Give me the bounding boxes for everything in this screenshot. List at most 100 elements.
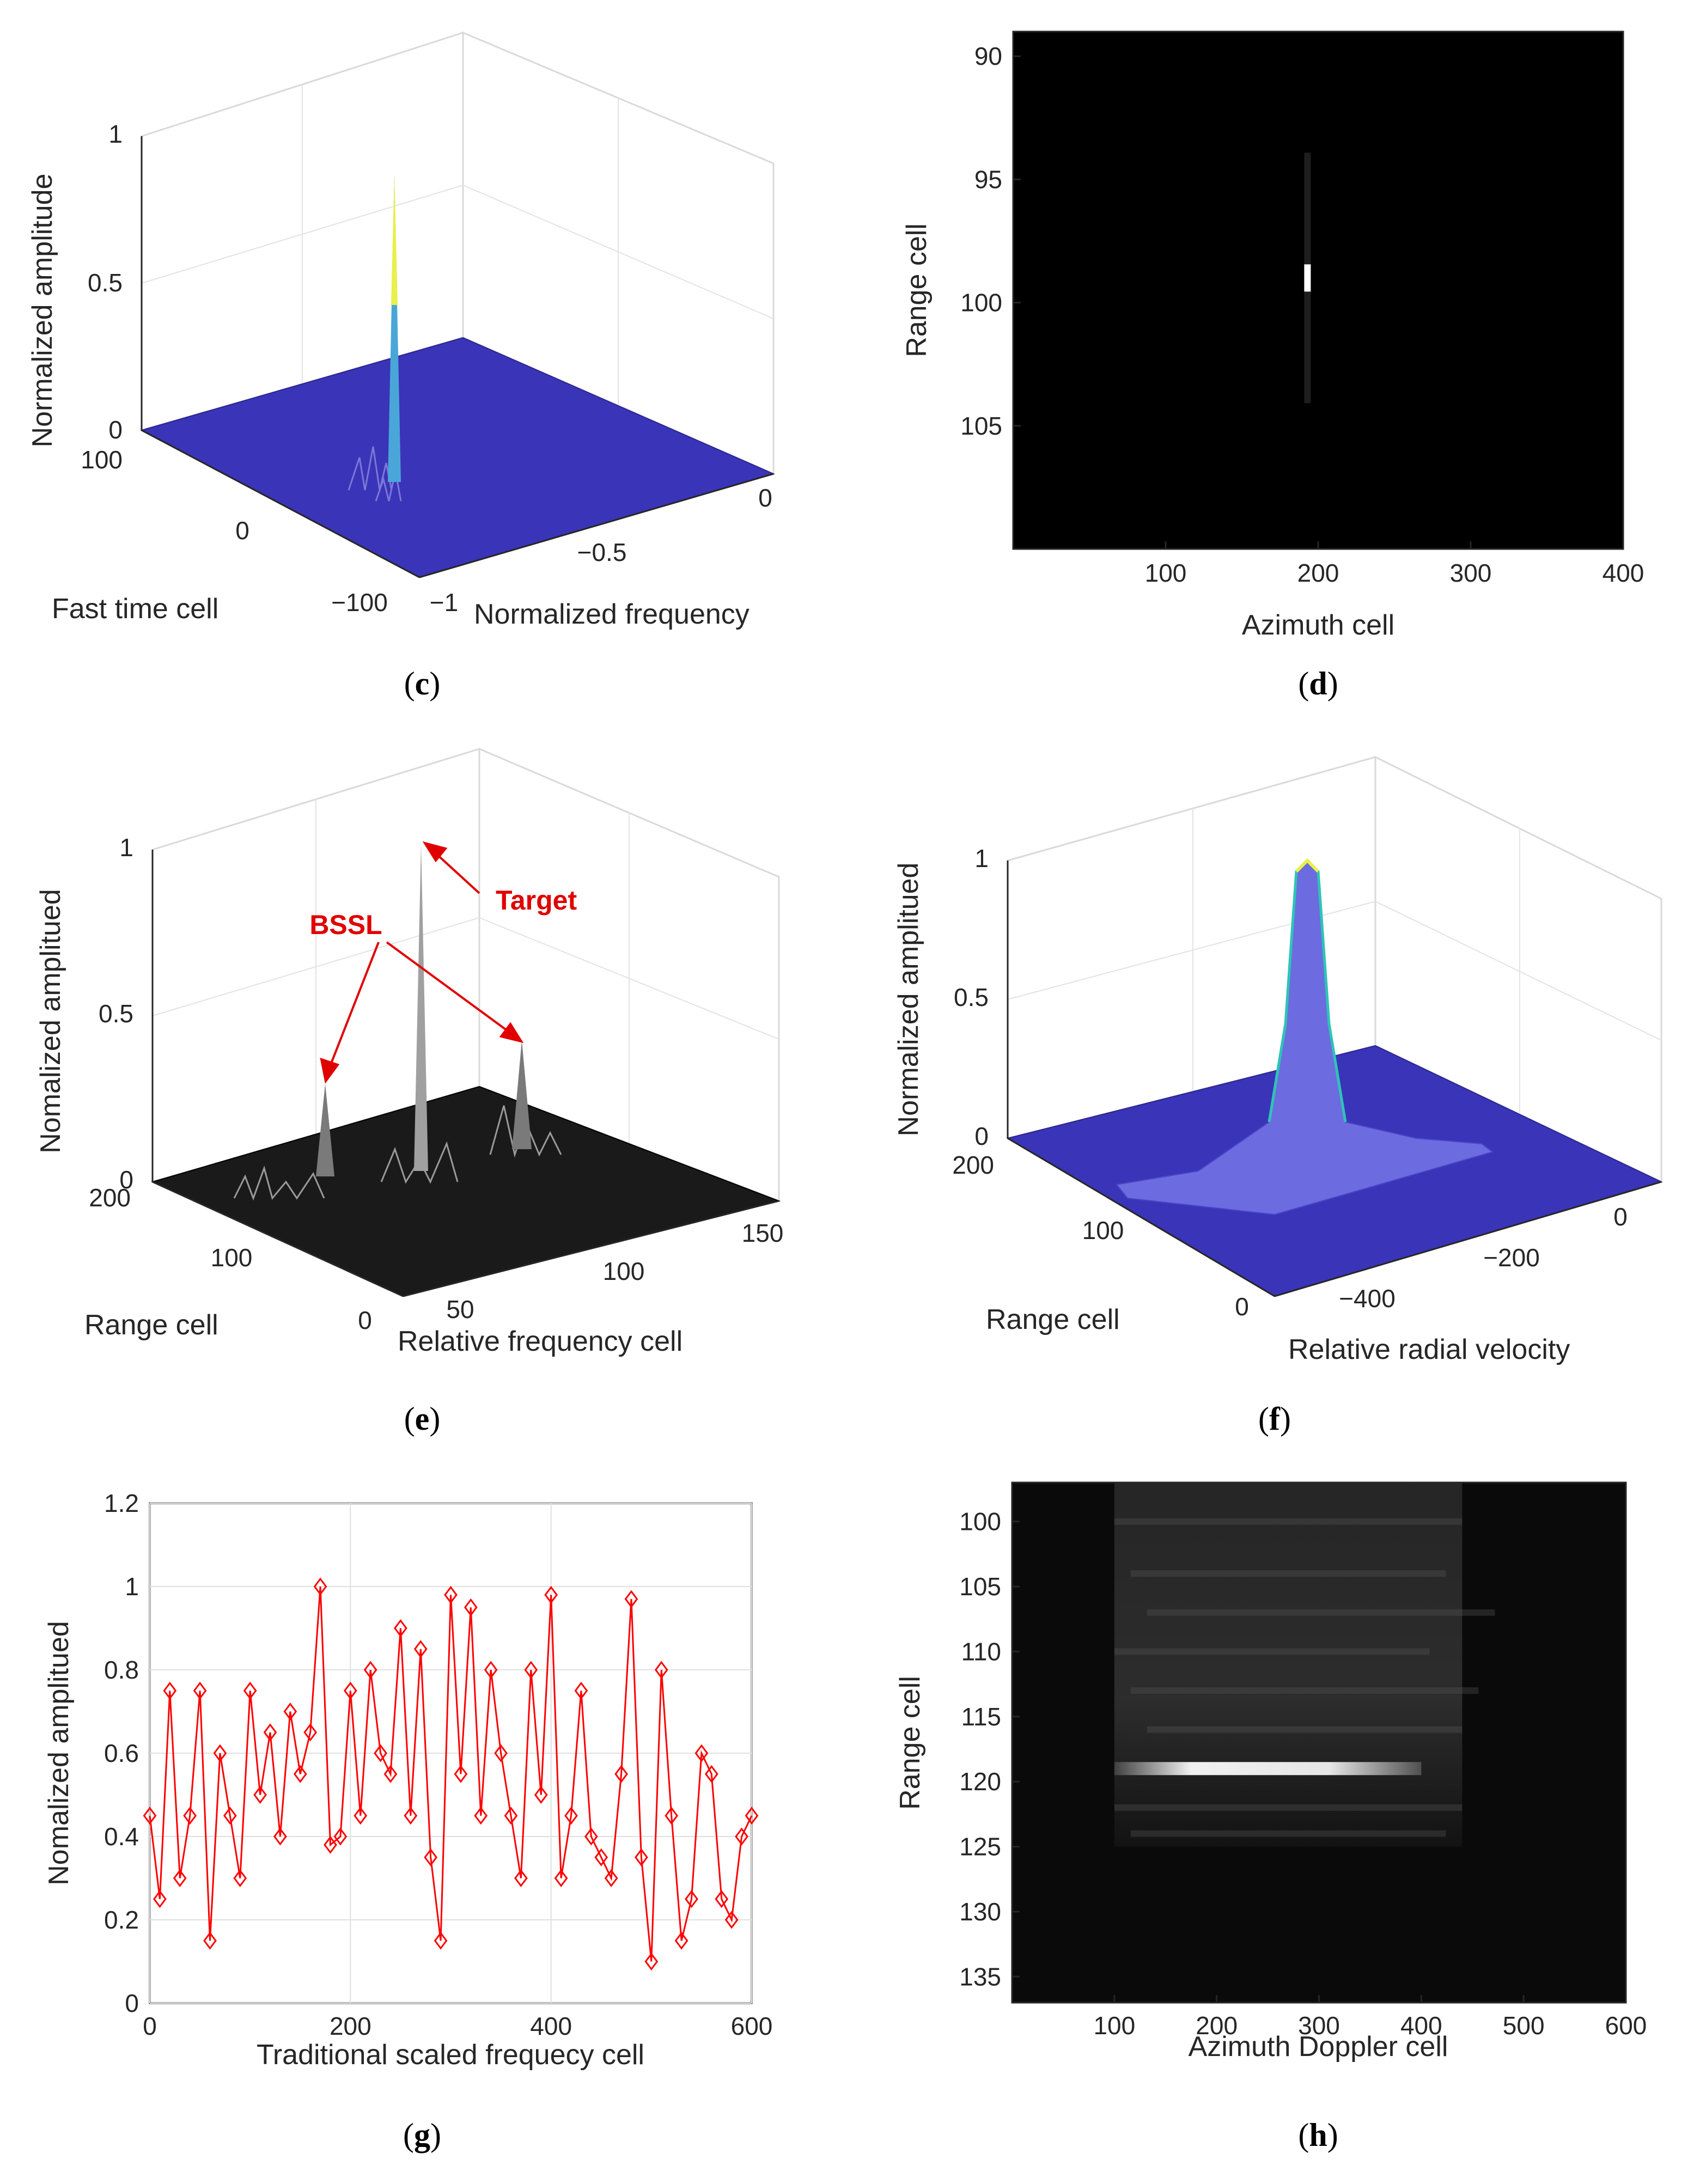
panel-g-data-point — [514, 1869, 528, 1887]
panel-g-data-point — [635, 1848, 648, 1866]
panel-g-data-point — [183, 1807, 197, 1825]
panel-c-caption: (c) — [404, 666, 441, 701]
panel-c-peak — [388, 174, 401, 482]
panel-f-caption: (f) — [1258, 1401, 1291, 1437]
panel-g-data-point — [564, 1807, 578, 1825]
panel-e-xtick-1: 200 — [89, 1183, 131, 1212]
panel-h-xlabel: Azimuth Doppler cell — [1189, 2031, 1448, 2063]
panel-g-data-point — [283, 1703, 297, 1721]
panel-g-data-point — [694, 1744, 709, 1762]
panel-g-data-point — [383, 1765, 398, 1783]
panel-g-data-point — [604, 1869, 618, 1887]
panel-g-data-point — [213, 1744, 227, 1762]
panel-g-data-point — [484, 1661, 498, 1679]
panel-g-xtick-label: 600 — [731, 2012, 773, 2040]
panel-g-data-point — [253, 1786, 267, 1804]
panel-g-data-point — [173, 1869, 187, 1887]
panel-d-plot-area — [1012, 30, 1624, 550]
panel-c-zlabel: Normalized amplitude — [27, 174, 58, 448]
panel-g-data-point — [504, 1807, 518, 1825]
panel-g-data-point — [233, 1869, 247, 1887]
panel-g-ytick-label: 1 — [125, 1572, 139, 1601]
panel-e: BSSL Target 1 0.5 0 Nomalized amplitued … — [35, 747, 783, 1437]
panel-g-data-point — [524, 1661, 538, 1679]
panel-f: 1 0.5 0 Normalized amplitued 200 100 0 0… — [893, 755, 1663, 1437]
panel-g-data-point — [665, 1807, 679, 1825]
panel-g-ytick-label: 0.4 — [104, 1822, 139, 1851]
panel-g-xlabel: Traditional scaled frequecy cell — [257, 2039, 644, 2071]
panel-h-ytick-label: 130 — [959, 1898, 1001, 1926]
panel-e-ztick-1: 1 — [119, 833, 133, 862]
panel-e-ytick-1: 50 — [446, 1295, 474, 1323]
panel-g-data-point — [454, 1765, 468, 1783]
panel-g-data-point — [163, 1681, 177, 1700]
panel-c-ytick-2: −0.5 — [577, 538, 627, 566]
panel-e-ztick-2: 0.5 — [99, 999, 133, 1028]
panel-c-gridlines — [141, 84, 774, 406]
panel-g-data-point — [724, 1911, 739, 1929]
panel-c-xlabel: Fast time cell — [52, 593, 218, 625]
panel-f-ztick-2: 0.5 — [954, 983, 989, 1011]
panel-f-zlabel: Normalized amplitued — [893, 863, 924, 1137]
panel-g-data-point — [644, 1953, 659, 1971]
panel-g-xtick-label: 0 — [143, 2012, 157, 2040]
panel-f-xtick-2: 100 — [1082, 1216, 1124, 1244]
panel-d-ytick-label: 100 — [960, 289, 1002, 317]
panel-d-ytick-label: 105 — [960, 412, 1002, 440]
panel-g-gridlines — [149, 1503, 752, 2004]
panel-d-ylabel: Range cell — [901, 223, 933, 357]
panel-g-data-point — [333, 1827, 348, 1846]
panel-c-ztick-1: 1 — [108, 120, 123, 148]
panel-g-data-point — [444, 1585, 458, 1604]
panel-e-ytick-2: 100 — [603, 1257, 645, 1285]
panel-c-ytick-1: 0 — [758, 484, 772, 512]
panel-g-ytick-label: 0.2 — [104, 1906, 139, 1934]
panel-h-ytick-label: 125 — [959, 1833, 1001, 1861]
panel-g-data-point — [594, 1848, 608, 1866]
panel-c-ytick-3: −1 — [430, 588, 458, 617]
panel-h-clutter-stripes — [1114, 1518, 1495, 1837]
panel-f-ytick-2: −200 — [1483, 1243, 1540, 1272]
panel-g-data-point — [223, 1807, 237, 1825]
panel-f-xlabel: Range cell — [986, 1304, 1120, 1335]
panel-g-data-point — [413, 1640, 428, 1658]
panel-g: 0 0.2 0.4 0.6 0.8 1 1.2 0 200 400 600 Nomalized a… — [43, 1489, 772, 2153]
panel-h-bright-band — [1114, 1762, 1422, 1776]
panel-c: 1 0.5 0 Normalized amplitude 100 0 −100 … — [27, 31, 775, 701]
panel-g-data-point — [313, 1577, 327, 1596]
panel-h-ytick-label: 110 — [961, 1637, 1001, 1666]
panel-g-data-point — [474, 1807, 488, 1825]
panel-c-xtick-1: 100 — [81, 446, 123, 474]
panel-c-xtick-2: 0 — [235, 516, 249, 545]
panel-h-ytick-label: 105 — [959, 1572, 1001, 1601]
panel-g-data-point — [745, 1807, 759, 1825]
panel-g-data-point — [614, 1765, 628, 1783]
panel-g-data-point — [464, 1598, 478, 1616]
panel-g-ylabel: Nomalized amplitued — [43, 1621, 75, 1886]
panel-g-data-point — [193, 1681, 207, 1700]
panel-h-xtick-label: 300 — [1298, 2011, 1340, 2040]
panel-f-ytick-1: 0 — [1613, 1203, 1628, 1231]
panel-f-ztick-3: 0 — [974, 1122, 989, 1150]
panel-g-data-point — [293, 1765, 307, 1783]
panel-d-ytick-label: 95 — [974, 165, 1002, 193]
panel-g-data-point — [534, 1786, 548, 1804]
panel-f-xtick-1: 200 — [952, 1151, 994, 1179]
panel-h-xtick-label: 100 — [1093, 2011, 1135, 2040]
panel-f-ylabel: Relative radial velocity — [1288, 1334, 1570, 1365]
panel-d-xtick-label: 200 — [1297, 559, 1339, 587]
panel-h-ylabel: Range cell — [894, 1676, 926, 1810]
panel-f-ridge-tip — [1295, 858, 1320, 873]
panel-c-ztick-3: 0 — [108, 416, 123, 444]
panel-d-caption: (d) — [1298, 666, 1338, 701]
panel-g-xtick-label: 400 — [530, 2012, 572, 2040]
panel-g-data-point — [624, 1590, 638, 1608]
panel-g-data-point — [243, 1681, 257, 1700]
panel-e-xtick-3: 0 — [358, 1306, 372, 1334]
panel-c-ztick-2: 0.5 — [88, 269, 123, 297]
panel-g-data-point — [735, 1827, 748, 1846]
panel-h-xtick-label: 600 — [1605, 2011, 1647, 2040]
panel-g-data-point — [574, 1681, 588, 1700]
panel-d-xlabel: Azimuth cell — [1242, 609, 1394, 641]
panel-e-gridlines — [152, 799, 779, 1144]
